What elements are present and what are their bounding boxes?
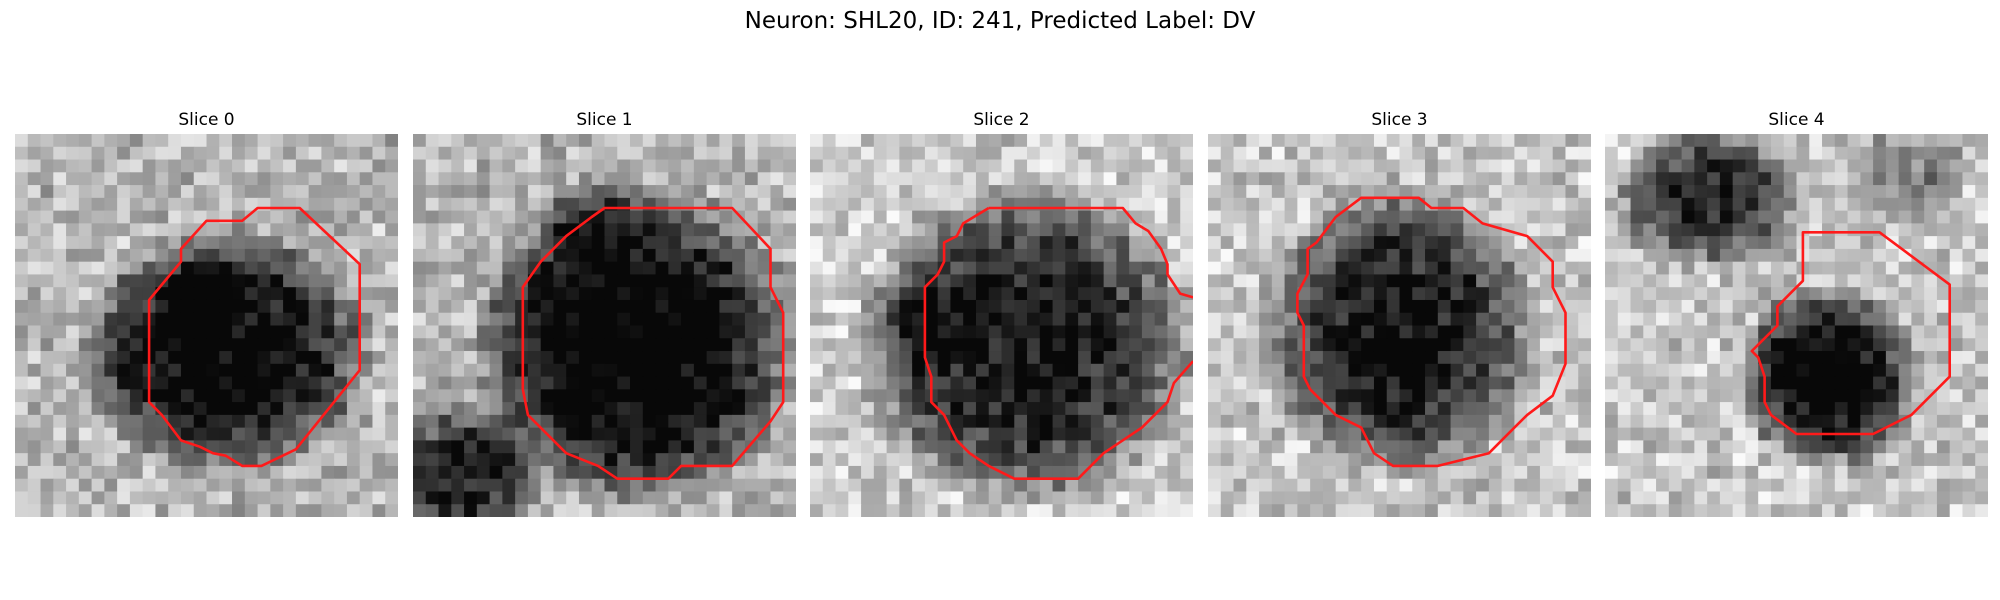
grayscale-pixels xyxy=(1208,134,1591,517)
figure-title: Neuron: SHL20, ID: 241, Predicted Label:… xyxy=(744,8,1256,34)
segmentation-contour xyxy=(1296,196,1567,468)
slice-title: Slice 3 xyxy=(1371,110,1428,130)
slice-image xyxy=(413,134,796,517)
slice-title: Slice 2 xyxy=(973,110,1030,130)
slice-image xyxy=(1605,134,1988,517)
slice-image xyxy=(15,134,398,517)
grayscale-pixels xyxy=(1605,134,1988,517)
segmentation-contour xyxy=(923,206,1193,481)
slice-title: Slice 1 xyxy=(576,110,633,130)
segmentation-contour xyxy=(521,206,785,481)
segmentation-contour xyxy=(147,206,362,468)
slice-image xyxy=(1208,134,1591,517)
grayscale-pixels xyxy=(413,134,796,517)
segmentation-contour xyxy=(1750,231,1952,436)
grayscale-pixels xyxy=(15,134,398,517)
segmentation-contour xyxy=(988,206,1193,299)
slice-title: Slice 4 xyxy=(1768,110,1825,130)
slice-title: Slice 0 xyxy=(178,110,235,130)
slice-image xyxy=(810,134,1193,517)
grayscale-pixels xyxy=(810,134,1193,517)
